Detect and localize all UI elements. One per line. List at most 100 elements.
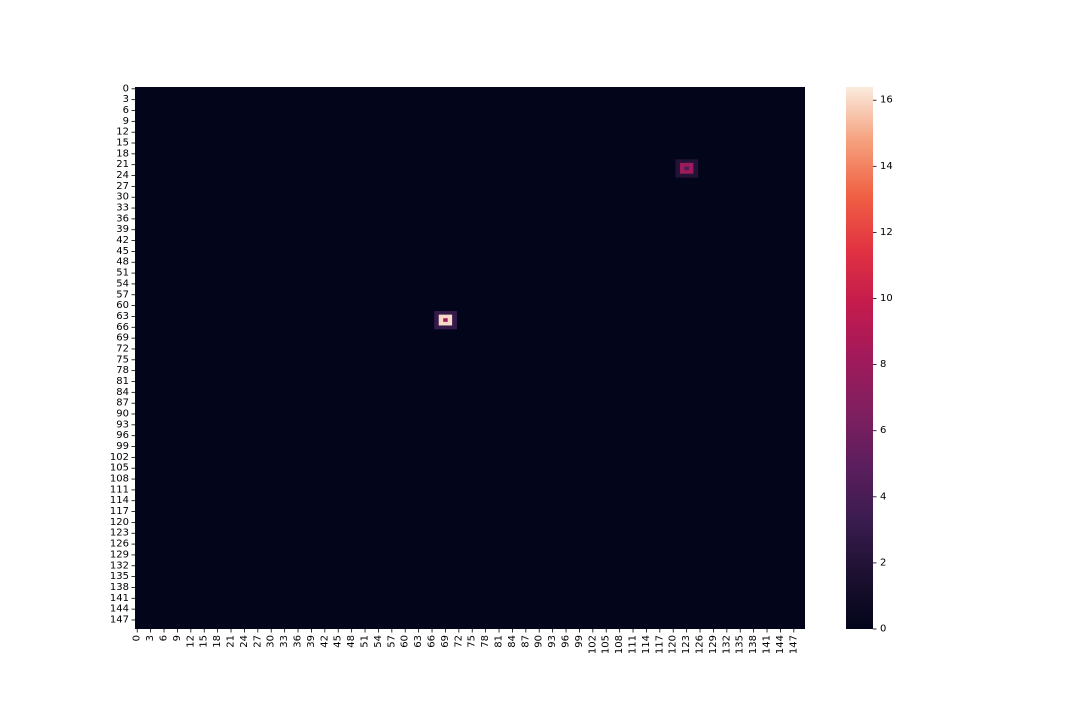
x-tick-label: 126 <box>695 635 706 654</box>
heatmap-cell <box>434 321 440 326</box>
x-tick-label: 24 <box>239 635 250 648</box>
y-tick-label: 42 <box>116 235 129 246</box>
heatmap-cell <box>684 162 690 167</box>
x-tick-label: 12 <box>185 635 196 648</box>
y-tick-label: 30 <box>116 192 129 203</box>
x-tick-label: 129 <box>708 635 719 654</box>
colorbar-gradient <box>846 87 873 629</box>
heatmap-cell <box>434 311 440 315</box>
heatmap-cell <box>679 159 685 164</box>
y-tick-label: 54 <box>116 278 129 289</box>
x-tick-label: 81 <box>494 635 505 648</box>
x-tick-label: 63 <box>413 635 424 648</box>
colorbar: 0 2 4 6 8 10 12 14 16 <box>846 87 893 635</box>
y-tick-label: 69 <box>116 333 129 344</box>
heatmap-cell <box>684 173 690 178</box>
y-tick-label: 75 <box>116 354 129 365</box>
x-tick-label: 30 <box>266 635 277 648</box>
y-tick-label: 105 <box>110 463 129 474</box>
y-tick-label: 147 <box>110 614 129 625</box>
heatmap-cell <box>443 314 448 319</box>
colorbar-tick-label: 4 <box>880 491 886 502</box>
y-tick-label: 108 <box>110 474 129 485</box>
x-tick-label: 15 <box>199 635 210 648</box>
x-tick-label: 141 <box>762 635 773 654</box>
y-tick-label: 45 <box>116 246 129 257</box>
x-tick-label: 138 <box>748 635 759 654</box>
x-tick-label: 114 <box>641 635 652 654</box>
heatmap-cell <box>693 159 699 164</box>
x-tick-label: 117 <box>654 635 665 654</box>
y-tick-label: 60 <box>116 300 129 311</box>
heatmap-cell <box>447 311 453 315</box>
y-tick-label: 84 <box>116 387 129 398</box>
x-tick-label: 108 <box>614 635 625 654</box>
x-tick-label: 147 <box>788 635 799 654</box>
heatmap-cell <box>693 173 699 178</box>
heatmap-cell <box>438 314 444 319</box>
heatmap-cell <box>675 170 681 175</box>
y-tick-label: 102 <box>110 452 129 463</box>
y-tick-label: 27 <box>116 181 129 192</box>
x-tick-label: 84 <box>507 635 518 648</box>
y-tick-label: 12 <box>116 127 129 138</box>
heatmap-cell <box>675 166 681 171</box>
x-tick-label: 105 <box>601 635 612 654</box>
heatmap-grid <box>135 87 805 629</box>
x-tick-label: 132 <box>721 635 732 654</box>
y-tick-label: 87 <box>116 398 129 409</box>
y-tick-label: 129 <box>110 549 129 560</box>
y-tick-label: 48 <box>116 257 129 268</box>
y-tick-label: 18 <box>116 148 129 159</box>
heatmap-cell <box>688 173 694 178</box>
y-tick-label: 123 <box>110 528 129 539</box>
y-tick-label: 93 <box>116 419 129 430</box>
x-tick-label: 51 <box>360 635 371 648</box>
heatmap-cell <box>443 311 448 315</box>
heatmap-cell <box>684 170 690 175</box>
heatmap-cell <box>688 170 694 175</box>
x-tick-label: 27 <box>252 635 263 648</box>
heatmap-cell <box>679 170 685 175</box>
x-tick-label: 57 <box>386 635 397 648</box>
y-tick-label: 57 <box>116 289 129 300</box>
y-tick-label: 117 <box>110 506 129 517</box>
x-tick-label: 54 <box>373 635 384 648</box>
heatmap-cell <box>675 159 681 164</box>
colorbar-tick-label: 8 <box>880 359 886 370</box>
colorbar-tick-label: 10 <box>880 293 893 304</box>
x-tick-label: 0 <box>132 635 143 641</box>
heatmap-cell <box>434 325 440 330</box>
y-tick-label: 111 <box>110 484 129 495</box>
heatmap-cell <box>688 166 694 171</box>
x-tick-label: 72 <box>453 635 464 648</box>
heatmap-cell <box>679 166 685 171</box>
x-tick-label: 135 <box>735 635 746 654</box>
heatmap-cell <box>438 321 444 326</box>
x-tick-label: 144 <box>775 635 786 654</box>
y-tick-label: 24 <box>116 170 129 181</box>
heatmap-cell <box>684 166 690 171</box>
heatmap-cell <box>679 162 685 167</box>
heatmap-cell <box>693 162 699 167</box>
heatmap-cell <box>688 159 694 164</box>
y-tick-label: 96 <box>116 430 129 441</box>
y-tick-label: 144 <box>110 604 129 615</box>
heatmap-cell <box>443 318 448 323</box>
x-tick-label: 66 <box>427 635 438 648</box>
y-tick-label: 36 <box>116 213 129 224</box>
y-tick-label: 0 <box>123 83 129 94</box>
x-tick-label: 123 <box>681 635 692 654</box>
x-axis: 0 3 6 9 12 15 18 21 24 27 30 33 36 39 42 45 48 51 54 57 60 63… <box>132 629 799 654</box>
colorbar-tick-label: 2 <box>880 557 886 568</box>
y-axis: 0369121518212427303336394245485154576063… <box>110 83 135 625</box>
y-tick-label: 66 <box>116 322 129 333</box>
x-tick-label: 96 <box>561 635 572 648</box>
heatmap-cell <box>438 318 444 323</box>
colorbar-tick-label: 12 <box>880 227 893 238</box>
y-tick-label: 90 <box>116 409 129 420</box>
colorbar-tick-label: 14 <box>880 161 893 172</box>
x-tick-label: 99 <box>574 635 585 648</box>
y-tick-label: 132 <box>110 560 129 571</box>
